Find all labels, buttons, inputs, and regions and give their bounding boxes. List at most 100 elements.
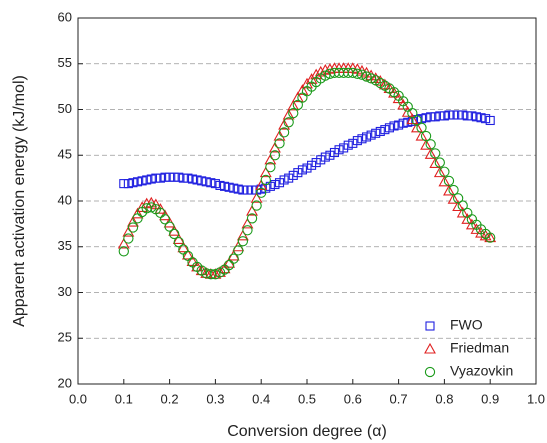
data-point <box>265 181 275 191</box>
data-point <box>273 129 286 141</box>
data-point <box>117 237 130 249</box>
data-point <box>177 241 190 253</box>
data-point <box>453 110 463 120</box>
data-point <box>123 233 134 244</box>
data-point <box>269 150 281 161</box>
data-point <box>229 183 239 193</box>
data-point <box>365 73 377 84</box>
data-point <box>119 179 129 189</box>
data-point <box>247 185 257 195</box>
data-point <box>169 228 180 240</box>
data-point <box>164 221 175 232</box>
data-point <box>426 112 436 122</box>
data-point <box>172 233 185 244</box>
data-point <box>123 179 133 189</box>
legend-marker <box>424 366 436 378</box>
data-point <box>165 172 175 182</box>
data-point <box>128 178 138 188</box>
data-point <box>467 111 477 121</box>
data-point <box>465 218 478 230</box>
data-point <box>411 115 423 126</box>
data-point <box>181 248 194 260</box>
data-point <box>127 222 139 233</box>
data-point <box>255 179 268 190</box>
data-point <box>287 99 300 111</box>
legend-label: Friedman <box>450 340 509 356</box>
data-point <box>457 200 468 211</box>
data-point <box>471 112 482 122</box>
data-point <box>146 174 156 184</box>
y-tick-label: 30 <box>58 284 72 299</box>
data-point <box>169 172 179 182</box>
data-point <box>410 121 423 133</box>
data-point <box>449 110 459 120</box>
data-point <box>352 68 363 79</box>
data-point <box>233 184 243 194</box>
data-point <box>415 129 428 141</box>
data-point <box>142 175 152 185</box>
data-point <box>282 108 295 120</box>
y-tick-label: 45 <box>58 147 72 162</box>
data-point <box>291 91 304 103</box>
data-point <box>173 237 184 248</box>
data-point <box>421 113 431 123</box>
legend-marker <box>425 321 435 331</box>
data-point <box>209 268 222 279</box>
x-tick-label: 0.9 <box>481 391 499 406</box>
data-point <box>127 215 139 227</box>
x-tick-label: 0.2 <box>161 391 179 406</box>
data-point <box>448 184 459 196</box>
y-tick-label: 20 <box>58 375 72 390</box>
data-point <box>320 70 331 81</box>
data-point <box>131 207 144 219</box>
x-tick-label: 0.8 <box>435 391 453 406</box>
data-point <box>288 108 299 119</box>
data-point <box>424 148 437 159</box>
data-point <box>438 175 451 187</box>
data-point <box>183 173 193 183</box>
data-point <box>220 181 230 191</box>
data-point <box>296 84 309 95</box>
data-point <box>297 165 307 175</box>
data-point <box>366 130 376 140</box>
data-point <box>420 139 433 150</box>
data-point <box>137 176 147 186</box>
data-point <box>329 147 340 158</box>
data-point <box>316 155 326 165</box>
data-point <box>146 202 157 213</box>
data-point <box>210 269 221 280</box>
data-point <box>380 125 390 135</box>
data-point <box>293 168 303 178</box>
data-point <box>334 145 344 155</box>
data-point <box>307 160 317 170</box>
data-point <box>325 150 335 160</box>
data-point <box>238 185 248 195</box>
data-point <box>434 157 445 168</box>
data-point <box>151 173 161 183</box>
data-point <box>339 143 349 153</box>
data-point <box>228 253 239 264</box>
data-point <box>210 179 220 189</box>
data-point <box>361 132 372 142</box>
data-point <box>401 106 414 117</box>
data-point <box>270 179 280 190</box>
data-point <box>403 117 413 127</box>
y-tick-label: 35 <box>58 238 72 253</box>
data-point <box>260 174 271 186</box>
data-point <box>444 110 454 120</box>
data-point <box>443 175 455 187</box>
data-point <box>278 118 291 130</box>
data-point <box>456 206 469 218</box>
data-point <box>375 126 385 137</box>
y-tick-label: 60 <box>58 9 72 24</box>
data-point <box>136 201 149 212</box>
data-point <box>278 127 290 138</box>
data-point <box>265 161 276 173</box>
data-point <box>246 213 258 224</box>
data-point <box>256 187 267 198</box>
y-axis-title: Apparent activation energy (kJ/mol) <box>11 75 28 327</box>
data-point <box>452 200 465 212</box>
data-point <box>227 249 240 261</box>
